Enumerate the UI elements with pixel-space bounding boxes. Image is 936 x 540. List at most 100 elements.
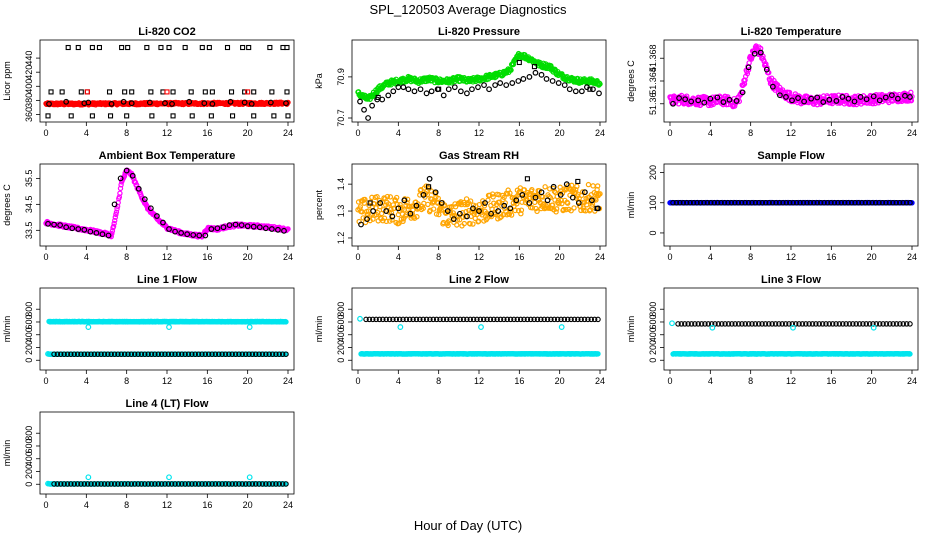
- data-point: [751, 50, 758, 57]
- x-tick-label: 4: [84, 252, 89, 262]
- data-point: [443, 316, 450, 323]
- data-point: [495, 208, 502, 214]
- data-point: [534, 316, 541, 323]
- data-point: [470, 316, 477, 323]
- data-point: [458, 199, 464, 205]
- data-point: [59, 89, 65, 95]
- y-tick-label: 51.368: [648, 44, 658, 72]
- data-point: [561, 82, 568, 89]
- data-point: [144, 44, 150, 51]
- data-point: [226, 351, 232, 357]
- x-tick-label: 24: [283, 128, 293, 138]
- data-point: [190, 232, 197, 238]
- data-point: [722, 321, 728, 327]
- data-point: [122, 89, 128, 95]
- data-point: [749, 54, 755, 60]
- data-point: [508, 212, 515, 218]
- data-point: [427, 316, 433, 323]
- data-point: [903, 199, 910, 206]
- data-point: [684, 199, 690, 206]
- data-point: [395, 205, 402, 212]
- data-point: [809, 321, 816, 327]
- x-tick-label: 24: [907, 252, 917, 262]
- data-point: [817, 199, 824, 206]
- data-point: [461, 220, 467, 227]
- x-tick-label: 20: [867, 376, 877, 386]
- data-point: [366, 316, 373, 323]
- data-point: [907, 321, 913, 327]
- x-tick-label: 8: [748, 252, 753, 262]
- data-point: [199, 351, 205, 357]
- data-point: [400, 84, 407, 91]
- data-point: [516, 59, 522, 66]
- data-point: [135, 351, 141, 357]
- data-point: [226, 222, 233, 229]
- data-point: [571, 316, 578, 323]
- data-point: [714, 199, 721, 206]
- data-point: [526, 200, 533, 206]
- data-point: [697, 199, 704, 206]
- x-tick-label: 8: [748, 128, 753, 138]
- data-point: [866, 199, 872, 206]
- data-point: [403, 316, 410, 323]
- data-point: [205, 351, 212, 357]
- data-point: [675, 101, 682, 107]
- data-point: [801, 98, 808, 105]
- data-point: [517, 316, 524, 323]
- data-point: [112, 214, 119, 220]
- data-point: [444, 208, 451, 214]
- data-point: [501, 316, 507, 323]
- x-tick-label: 20: [555, 128, 565, 138]
- data-point: [840, 321, 846, 327]
- data-point: [783, 94, 789, 100]
- data-point: [148, 89, 154, 95]
- series-2: [357, 69, 602, 121]
- data-point: [541, 316, 547, 323]
- data-point: [182, 44, 188, 51]
- data-point: [532, 69, 539, 76]
- data-point: [907, 199, 913, 206]
- x-tick-label: 12: [786, 128, 796, 138]
- data-point: [521, 187, 528, 193]
- data-point: [222, 351, 229, 357]
- data-point: [735, 199, 742, 206]
- data-point: [749, 321, 755, 327]
- data-point: [454, 222, 460, 228]
- data-point: [280, 44, 286, 51]
- series-3: [51, 351, 289, 357]
- x-tick-label: 20: [243, 376, 253, 386]
- data-point: [152, 351, 158, 357]
- series-4: [45, 324, 253, 357]
- data-point: [534, 208, 540, 215]
- data-point: [132, 179, 139, 186]
- data-point: [469, 86, 475, 93]
- data-point: [845, 95, 852, 102]
- y-tick-label: 35.5: [24, 170, 34, 188]
- data-point: [414, 214, 420, 220]
- data-point: [591, 316, 598, 323]
- data-point: [375, 94, 381, 100]
- data-point: [162, 100, 168, 107]
- data-point: [845, 199, 851, 206]
- data-point: [242, 89, 248, 95]
- data-point: [430, 206, 437, 212]
- data-point: [533, 205, 539, 212]
- data-point: [229, 113, 236, 119]
- data-point: [555, 80, 562, 86]
- data-point: [380, 207, 387, 213]
- y-tick-label: 420: [24, 65, 34, 80]
- data-point: [417, 316, 423, 323]
- data-point: [893, 199, 899, 206]
- y-tick-label: 1.4: [336, 178, 346, 191]
- data-point: [793, 199, 800, 206]
- data-point: [245, 89, 251, 95]
- data-point: [131, 351, 138, 357]
- plot-frame: [39, 163, 295, 247]
- data-point: [826, 321, 833, 327]
- data-point: [893, 321, 900, 327]
- data-point: [797, 199, 803, 206]
- data-point: [702, 321, 708, 327]
- data-point: [531, 316, 537, 323]
- data-point: [383, 208, 390, 214]
- data-point: [739, 321, 745, 327]
